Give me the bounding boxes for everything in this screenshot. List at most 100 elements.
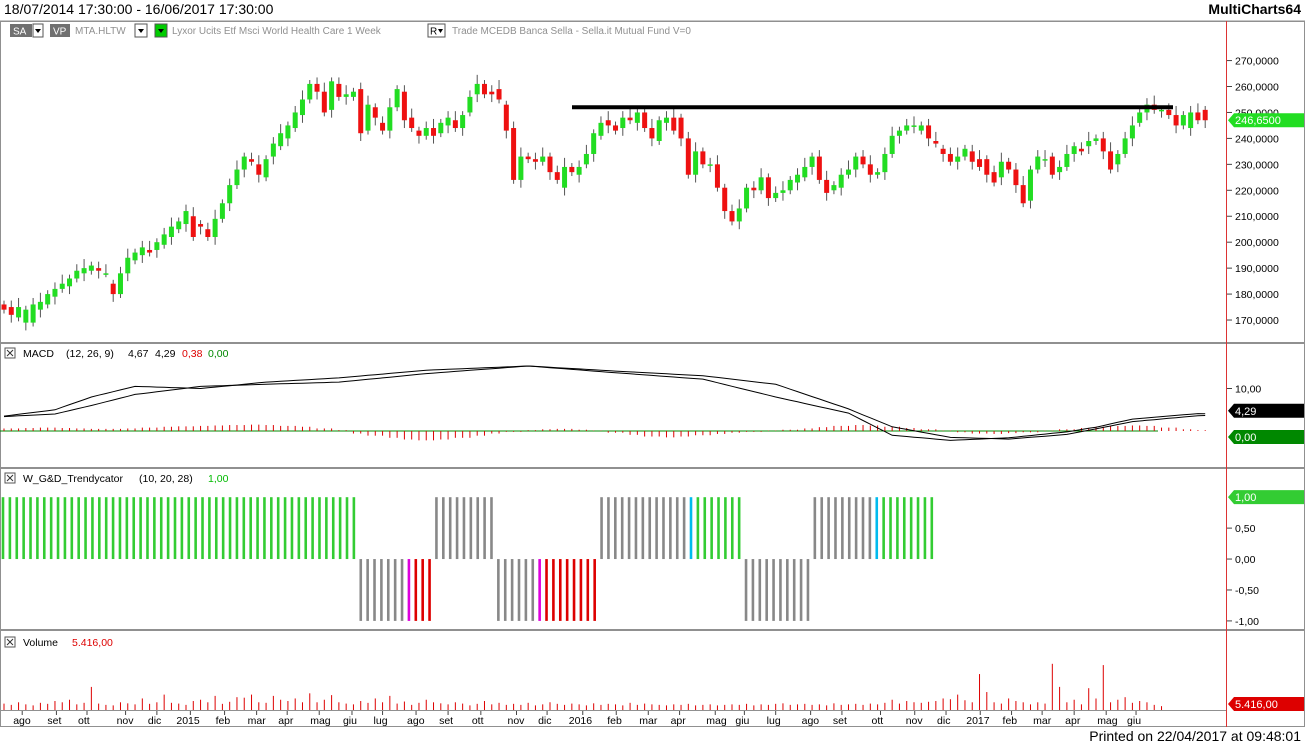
candle	[918, 125, 924, 131]
trend-tick-label: -0,50	[1235, 585, 1259, 597]
candle	[285, 125, 291, 139]
candle	[518, 156, 524, 180]
candle	[562, 166, 568, 188]
chart-svg: SA VP MTA.HLTW Lyxor Ucits Etf Msci Worl…	[0, 21, 1305, 727]
candle	[125, 257, 131, 274]
vp-button[interactable]	[50, 24, 70, 37]
time-tick-label: ago	[407, 715, 425, 727]
candle	[598, 122, 604, 136]
candle	[176, 221, 182, 230]
candle	[219, 203, 225, 219]
candle	[1035, 156, 1041, 170]
candle	[270, 143, 276, 157]
candle	[1086, 141, 1092, 147]
time-tick-label: set	[47, 715, 61, 727]
candle	[576, 166, 582, 175]
macd-name: MACD	[23, 348, 54, 360]
time-tick-label: mag	[706, 715, 727, 727]
candle	[329, 81, 335, 110]
price-tick-label: 220,0000	[1235, 185, 1279, 197]
time-tick-label: set	[833, 715, 847, 727]
candle	[511, 128, 517, 180]
price-tick-label: 260,0000	[1235, 82, 1279, 94]
panel-frames	[0, 21, 1305, 727]
trend-axis: 0,50 0,00 -0,50 -1,00	[1227, 523, 1259, 628]
candle	[132, 252, 138, 261]
time-tick-label: mar	[248, 715, 267, 727]
candle	[838, 174, 844, 188]
sa-button[interactable]	[10, 24, 32, 37]
zero-marker-label: 0,00	[1235, 432, 1256, 444]
close-icon	[6, 474, 14, 482]
macd-signal-line	[3, 365, 1206, 440]
candle	[889, 135, 895, 154]
candle	[81, 268, 87, 274]
candle	[96, 268, 102, 271]
candle	[365, 104, 371, 131]
candle	[853, 156, 859, 170]
time-tick-label: nov	[117, 715, 135, 727]
macd-header: MACD (12, 26, 9) 4,67 4,29 0,38 0,00	[4, 347, 229, 360]
candle	[714, 164, 720, 188]
price-tick-label: 210,0000	[1235, 211, 1279, 223]
time-tick-label: dic	[148, 715, 161, 727]
candle	[940, 148, 946, 154]
candle	[1166, 109, 1172, 116]
candle	[445, 117, 451, 126]
candle	[875, 172, 881, 175]
candle	[860, 156, 866, 165]
r-dropdown[interactable]	[427, 23, 446, 38]
time-tick-label: feb	[607, 715, 622, 727]
candle	[474, 83, 480, 95]
candle	[663, 117, 669, 123]
candle	[409, 117, 415, 129]
candle	[1137, 112, 1143, 123]
candle	[241, 156, 247, 170]
volume-header: Volume 5.416,00	[4, 636, 113, 649]
candle	[1173, 115, 1179, 126]
candle	[933, 141, 939, 144]
candle	[110, 283, 116, 295]
time-tick-label: lug	[374, 715, 388, 727]
candle	[358, 89, 364, 134]
candle	[1115, 153, 1121, 165]
candle	[307, 83, 313, 100]
candle	[744, 187, 750, 209]
time-tick-label: 2016	[569, 715, 593, 727]
trend-value: 1,00	[208, 473, 229, 485]
volume-name: Volume	[23, 637, 58, 649]
candle	[736, 208, 742, 222]
candle	[765, 177, 771, 199]
time-tick-label: mar	[639, 715, 658, 727]
candle	[23, 309, 29, 323]
time-tick-label: lug	[767, 715, 781, 727]
candle	[1027, 169, 1033, 201]
candle	[1013, 169, 1019, 186]
candle	[234, 169, 240, 186]
candle	[1049, 156, 1055, 175]
volume-marker-label: 5.416,00	[1235, 699, 1278, 711]
candle	[809, 156, 815, 167]
candle	[438, 122, 444, 134]
candle	[321, 91, 327, 113]
candle	[649, 128, 655, 139]
candle	[831, 185, 837, 191]
candle	[685, 138, 691, 175]
candle	[1, 304, 7, 310]
candle	[350, 91, 356, 97]
candle	[190, 216, 196, 237]
candle	[154, 242, 160, 250]
candle	[74, 270, 80, 279]
candle	[489, 91, 495, 95]
candle	[503, 104, 509, 131]
time-tick-label: feb	[216, 715, 231, 727]
candle	[67, 278, 73, 287]
price-tick-label: 240,0000	[1235, 133, 1279, 145]
price-candles	[1, 74, 1208, 331]
candle	[343, 94, 349, 97]
volume-value: 5.416,00	[72, 637, 113, 649]
macd-tick-label: 10,00	[1235, 384, 1261, 396]
candle	[824, 179, 830, 193]
symbol-label: MTA.HLTW	[75, 26, 126, 37]
candle	[554, 172, 560, 180]
